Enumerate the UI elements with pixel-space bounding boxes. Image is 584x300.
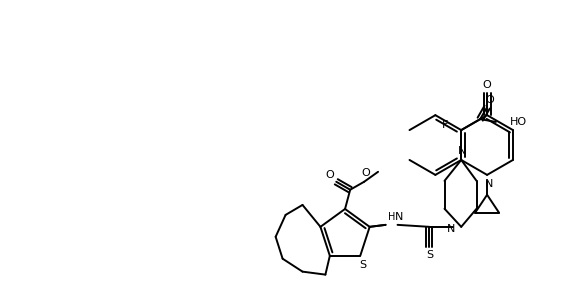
Text: N: N	[458, 146, 467, 156]
Text: S: S	[426, 250, 433, 260]
Text: O: O	[325, 170, 333, 180]
Text: F: F	[442, 120, 449, 130]
Text: O: O	[486, 95, 495, 105]
Text: N: N	[485, 179, 493, 189]
Text: N: N	[447, 224, 456, 234]
Text: H: H	[388, 212, 395, 222]
Text: O: O	[361, 168, 370, 178]
Text: O: O	[483, 80, 492, 90]
Text: S: S	[360, 260, 367, 270]
Text: HO: HO	[510, 117, 527, 127]
Text: N: N	[395, 212, 404, 222]
